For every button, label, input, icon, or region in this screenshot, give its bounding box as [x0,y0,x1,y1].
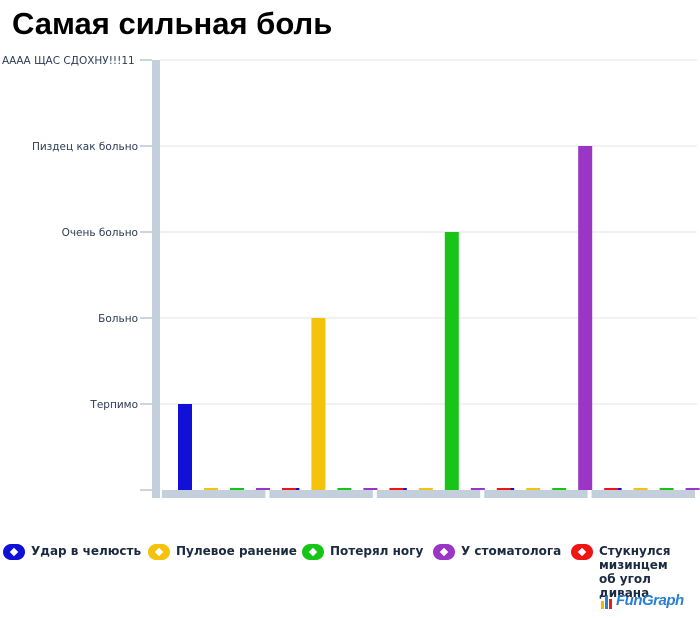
x-axis-segment [269,490,373,498]
bar [496,488,511,490]
bar [282,488,296,490]
bar [470,488,485,490]
legend-item: У стоматолога [433,544,561,560]
y-tick-label: Очень больно [62,227,138,239]
x-axis-segment [376,490,481,498]
logo-text: FunGraph [616,592,684,609]
chart-title: Самая сильная боль [12,6,333,41]
bar [526,488,541,490]
bar [444,232,459,490]
bar [659,488,674,490]
bar [552,488,567,490]
y-axis [152,60,160,498]
y-tick-labels: Терпимо Больно Очень больно Пиздец как боль… [2,55,138,411]
legend-marker-icon [571,544,593,560]
bar [604,488,619,490]
logo-bars-icon [601,593,613,609]
bar [204,488,218,490]
y-tick-label: Пиздец как больно [32,141,138,153]
x-axis-segment [162,490,266,498]
grid-lines [160,59,697,405]
bar [311,318,326,490]
legend-label: У стоматолога [461,544,562,558]
axes [140,59,695,498]
legend-marker-icon [302,544,324,560]
bar [685,488,700,490]
bar [363,488,378,490]
bar [256,488,270,490]
legend-label: Стукнулся мизинцем об угол дивана [599,544,671,600]
bar [418,488,433,490]
legend-marker-icon [148,544,170,560]
bar [178,404,192,490]
bar [633,488,648,490]
bar [578,146,593,490]
y-tick-label: АААА ЩАС СДОХНУ!!!11 [2,55,135,67]
bar-chart: Терпимо Больно Очень больно Пиздец как боль… [2,55,700,498]
y-tick-label: Больно [98,313,138,325]
legend-marker-icon [433,544,455,560]
x-axis-segment [484,490,588,498]
x-axis-segment [591,490,695,498]
legend-label: Пулевое ранение [176,544,297,558]
legend-item: Удар в челюсть [3,544,141,560]
bars [178,146,700,490]
legend-item: Потерял ногу [302,544,423,560]
bar [389,488,404,490]
legend-label: Потерял ногу [330,544,424,558]
legend-item: Стукнулся мизинцем об угол дивана [571,544,700,600]
y-tick-label: Терпимо [89,399,138,411]
bar [230,488,244,490]
bar [337,488,352,490]
legend-label: Удар в челюсть [31,544,142,558]
legend-marker-icon [3,544,25,560]
fungraph-logo: FunGraph [601,592,684,609]
legend-item: Пулевое ранение [148,544,297,560]
